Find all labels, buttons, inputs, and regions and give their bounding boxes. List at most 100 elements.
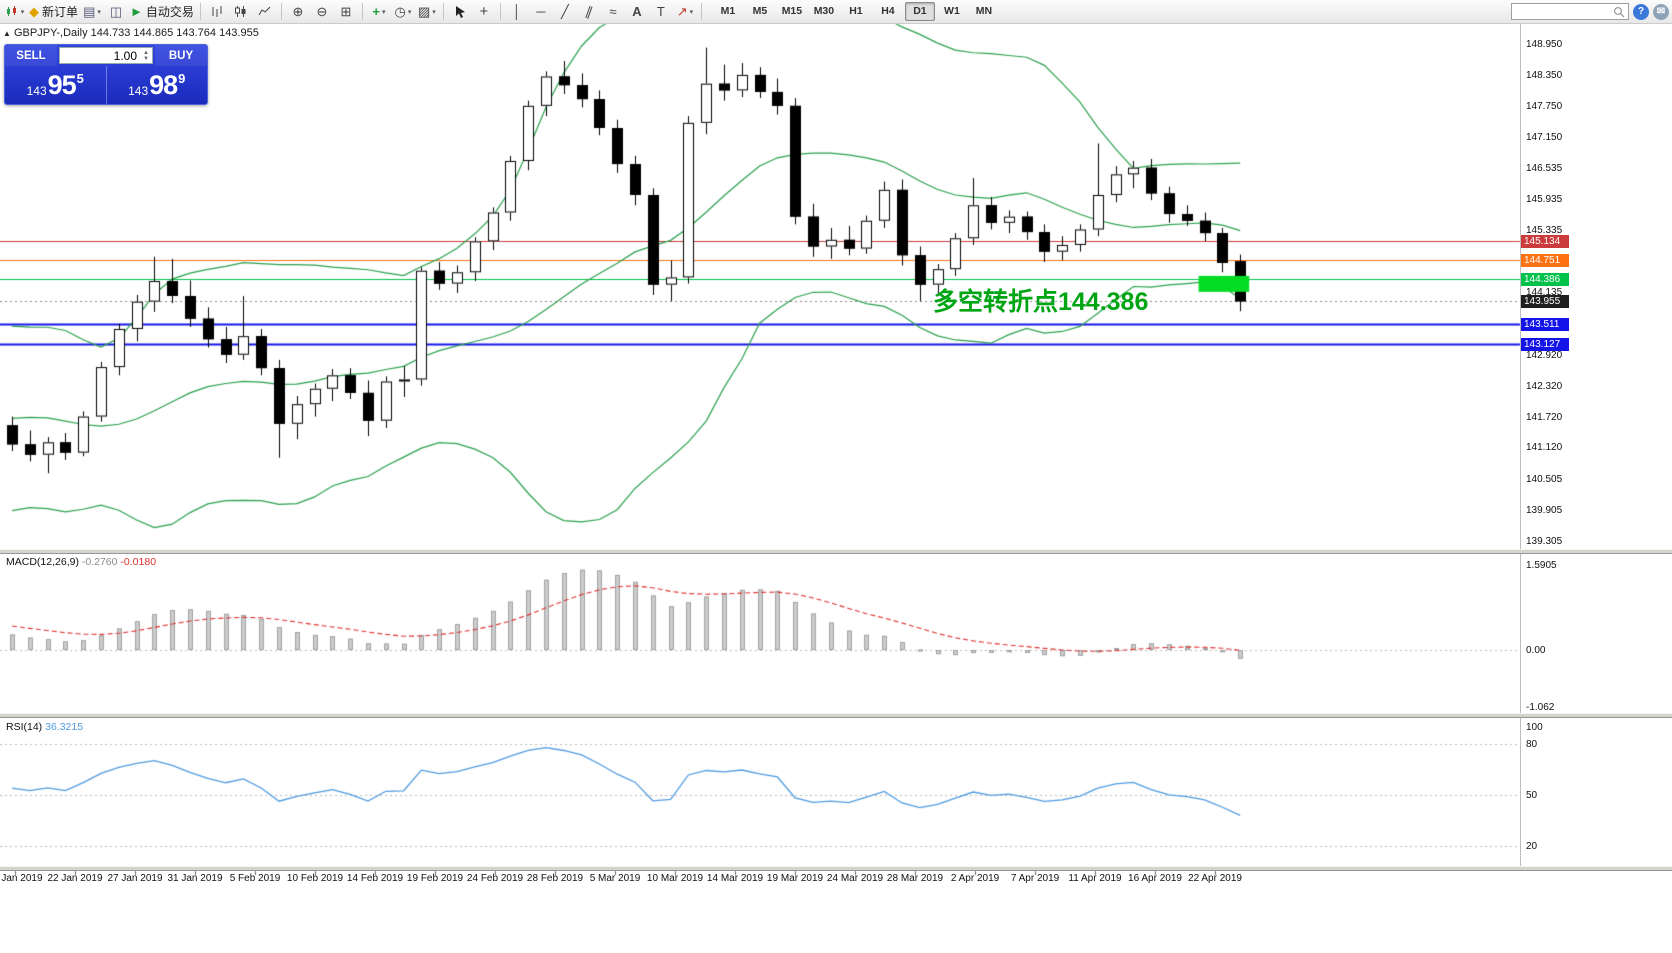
price-axis-label: 139.905 xyxy=(1526,505,1563,517)
search-icon xyxy=(1614,6,1625,17)
date-axis-label: 19 Feb 2019 xyxy=(406,873,464,884)
indicators-icon[interactable]: + ▾ xyxy=(372,4,386,19)
crosshair-icon[interactable]: + xyxy=(479,3,489,20)
date-axis-label: 28 Feb 2019 xyxy=(526,873,584,884)
timeframe-button-m5[interactable]: M5 xyxy=(752,5,768,17)
zoom-in-icon[interactable]: ⊕ xyxy=(292,4,304,19)
text-icon[interactable]: A xyxy=(632,4,642,19)
fibonacci-icon[interactable]: ≈ xyxy=(609,4,617,19)
pane-separator[interactable] xyxy=(0,866,1672,871)
buy-button[interactable]: BUY xyxy=(155,45,207,66)
timeframe-button-h1[interactable]: H1 xyxy=(849,5,863,17)
date-axis-label: 7 Apr 2019 xyxy=(1010,873,1060,884)
price-tag-143.127: 143.127 xyxy=(1521,338,1569,352)
bid-big: 95 xyxy=(47,69,77,100)
timeframe-button-h4[interactable]: H4 xyxy=(881,5,895,17)
price-axis-label: 142.320 xyxy=(1526,380,1563,392)
new-order-button[interactable]: ◆ 新订单 xyxy=(28,2,79,22)
price-axis-label: 148.350 xyxy=(1526,69,1563,81)
sell-button[interactable]: SELL xyxy=(5,45,57,66)
price-axis-label: 148.950 xyxy=(1526,39,1563,50)
macd-axis-label: 0.00 xyxy=(1526,645,1546,656)
candlestick-type-icon[interactable] xyxy=(230,2,252,22)
date-axis-label: 5 Mar 2019 xyxy=(589,873,641,884)
date-axis-label: 22 Jan 2019 xyxy=(47,873,103,884)
date-axis-label: 24 Mar 2019 xyxy=(826,873,884,884)
ask-sup: 9 xyxy=(178,71,186,86)
horizontal-line-icon[interactable]: ─ xyxy=(536,4,546,19)
pane-separator[interactable] xyxy=(0,549,1672,554)
toolbar-separator xyxy=(499,3,501,20)
rsi-axis-label: 20 xyxy=(1526,841,1538,852)
ask-price[interactable]: 143 98 9 xyxy=(107,66,208,104)
toolbar-separator xyxy=(280,3,282,20)
chevron-down-icon: ▾ xyxy=(20,8,25,16)
chart-shift-marker: ▲ xyxy=(3,29,11,38)
chevron-down-icon: ▾ xyxy=(432,8,436,16)
volume-stepper[interactable]: 1.00 ▲ ▼ xyxy=(59,47,153,64)
price-axis-label: 146.535 xyxy=(1526,163,1563,175)
bid-price[interactable]: 143 95 5 xyxy=(5,66,106,104)
text-label-icon[interactable]: T xyxy=(656,4,665,19)
auto-trading-button[interactable]: ► 自动交易 xyxy=(129,2,195,22)
date-axis-label: 17 Jan 2019 xyxy=(0,873,43,884)
date-axis-label: 11 Apr 2019 xyxy=(1068,873,1122,884)
symbol-ohlc-info: GBPJPY-,Daily 144.733 144.865 143.764 14… xyxy=(14,27,259,39)
timeframe-button-w1[interactable]: W1 xyxy=(944,5,960,17)
chevron-down-icon: ▾ xyxy=(407,8,412,16)
bar-chart-type-icon[interactable] xyxy=(206,2,228,22)
price-axis-label: 140.505 xyxy=(1526,474,1563,486)
help-icon[interactable]: ? xyxy=(1633,3,1649,20)
toolbar-search-input[interactable] xyxy=(1515,4,1613,19)
price-axis-label: 141.720 xyxy=(1526,411,1563,423)
equidistant-channel-icon[interactable]: ∥ xyxy=(583,3,595,20)
chart-annotation[interactable]: 多空转折点144.386 xyxy=(933,288,1149,316)
search-box[interactable] xyxy=(1511,3,1629,20)
timeframe-button-m1[interactable]: M1 xyxy=(720,5,736,17)
toolbar-separator xyxy=(199,3,201,20)
price-axis-label: 142.920 xyxy=(1526,349,1563,361)
market-watch-icon[interactable]: ◫ xyxy=(109,4,123,19)
pane-separator[interactable] xyxy=(0,713,1672,718)
trendline-icon[interactable]: ╱ xyxy=(560,4,569,19)
spinner-up-icon[interactable]: ▲ xyxy=(143,49,149,56)
date-axis-label: 31 Jan 2019 xyxy=(167,873,223,884)
price-axis-label: 147.150 xyxy=(1526,131,1563,143)
toolbar-separator xyxy=(361,3,363,20)
rsi-label: RSI(14) 36.3215 xyxy=(6,721,84,733)
timeframe-button-m15[interactable]: M15 xyxy=(781,5,803,17)
timeframe-button-d1[interactable]: D1 xyxy=(904,2,935,21)
line-chart-type-icon[interactable] xyxy=(254,2,276,22)
arrows-icon[interactable]: ↗ ▾ xyxy=(676,4,694,19)
date-axis-label: 14 Mar 2019 xyxy=(706,873,764,884)
price-tag-143.511: 143.511 xyxy=(1521,318,1569,332)
periods-icon[interactable]: ◷ ▾ xyxy=(394,4,412,19)
spinner-down-icon[interactable]: ▼ xyxy=(143,55,149,62)
bid-prefix: 143 xyxy=(26,84,47,98)
rsi-axis-label: 80 xyxy=(1526,739,1538,750)
zoom-out-icon[interactable]: ⊖ xyxy=(316,4,328,19)
new-chart-icon[interactable]: ▾ xyxy=(4,2,26,22)
tile-windows-icon[interactable]: ⊞ xyxy=(340,4,352,19)
macd-value: -0.2760 xyxy=(81,556,118,568)
timeframe-button-mn[interactable]: MN xyxy=(975,5,993,17)
one-click-trading-panel: SELL 1.00 ▲ ▼ BUY 143 95 5 143 98 9 xyxy=(4,44,208,105)
chart-profiles-icon[interactable]: ▤ ▾ xyxy=(83,4,101,19)
ask-prefix: 143 xyxy=(128,84,149,98)
timeframe-group: M1 M5 M15 M30 H1 H4 D1 W1 MN xyxy=(712,2,1000,21)
price-axis-label: 144.135 xyxy=(1526,287,1563,299)
volume-spinner[interactable]: ▲ ▼ xyxy=(140,50,152,62)
timeframe-button-m30[interactable]: M30 xyxy=(813,5,835,17)
templates-icon[interactable]: ▨ ▾ xyxy=(418,4,436,19)
vertical-line-icon[interactable]: │ xyxy=(512,4,521,19)
auto-trading-label: 自动交易 xyxy=(145,5,194,19)
price-axis-label: 139.305 xyxy=(1526,535,1563,547)
cursor-icon[interactable] xyxy=(449,2,471,22)
candlestick-chart-glyph xyxy=(6,6,16,16)
volume-value[interactable]: 1.00 xyxy=(113,48,137,63)
price-axis-label: 147.750 xyxy=(1526,100,1563,112)
chat-icon[interactable]: ✉ xyxy=(1653,3,1669,20)
macd-axis-label: -1.062 xyxy=(1526,701,1555,713)
macd-axis-label: 1.5905 xyxy=(1526,559,1557,571)
